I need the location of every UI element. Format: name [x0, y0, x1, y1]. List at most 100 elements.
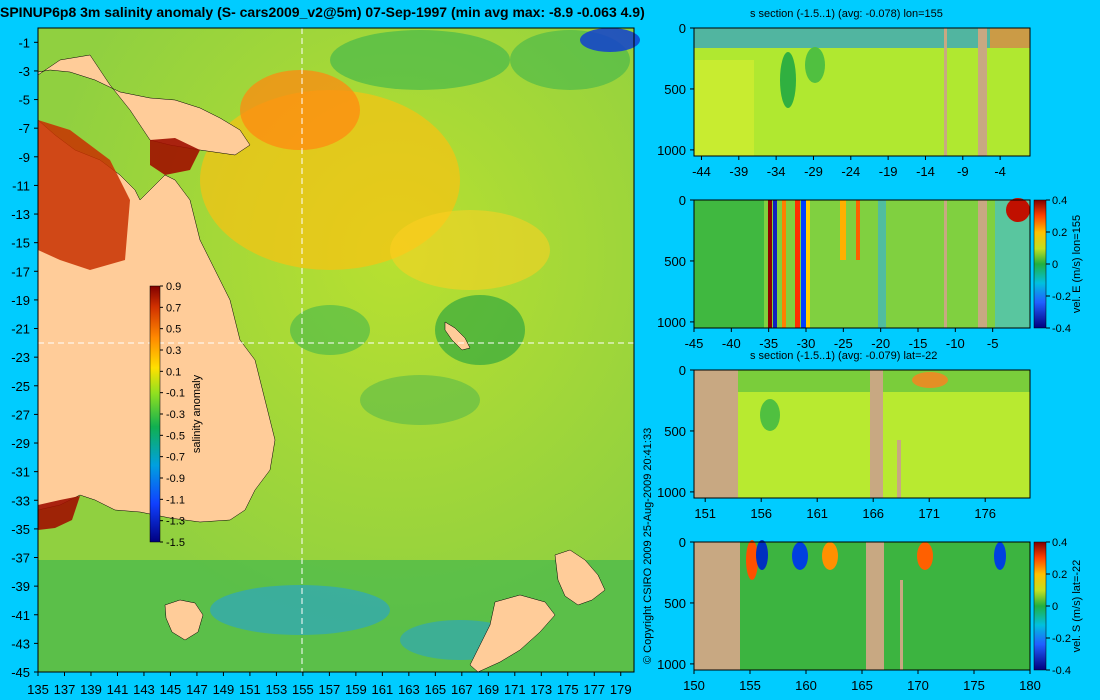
x-tick-label: -25: [834, 336, 853, 351]
vel-east-colorbar-label: vel. E (m/s) lon=155: [1071, 215, 1083, 313]
y-tick-label: -5: [18, 93, 30, 108]
velocity-stripe: [878, 200, 886, 328]
y-tick-label: -41: [11, 608, 30, 623]
panel-land: [694, 542, 740, 670]
panel-land: [866, 542, 884, 670]
x-tick-label: -45: [685, 336, 704, 351]
y-tick-label: -39: [11, 579, 30, 594]
y-tick-label: 0: [679, 363, 686, 378]
x-tick-label: -5: [987, 336, 999, 351]
colorbar-tick-label: -1.1: [166, 494, 185, 506]
x-tick-label: -39: [729, 164, 748, 179]
y-tick-label: -13: [11, 207, 30, 222]
anomaly-blob: [917, 542, 933, 570]
x-tick-label: 167: [451, 682, 473, 697]
x-tick-label: 160: [795, 678, 817, 693]
section-panel-vel-east: [693, 198, 1047, 329]
velocity-stripe: [840, 200, 846, 260]
x-tick-label: 153: [266, 682, 288, 697]
colorbar-tick-label: -0.4: [1052, 323, 1071, 335]
x-tick-label: -24: [841, 164, 860, 179]
x-tick-label: 139: [80, 682, 102, 697]
colorbar-tick-label: -0.7: [166, 452, 185, 464]
x-tick-label: -10: [946, 336, 965, 351]
x-tick-label: -14: [916, 164, 935, 179]
y-tick-label: -35: [11, 522, 30, 537]
panel-land: [944, 28, 947, 156]
anomaly-blob: [580, 28, 640, 52]
vel-south-colorbar-label: vel. S (m/s) lat=-22: [1071, 560, 1083, 653]
x-tick-label: 157: [319, 682, 341, 697]
colorbar-tick-label: -1.5: [166, 537, 185, 549]
y-tick-label: 500: [664, 82, 686, 97]
x-tick-label: 141: [107, 682, 129, 697]
velocity-stripe: [768, 200, 772, 328]
section-title-lat: s section (-1.5..1) (avg: -0.079) lat=-2…: [750, 350, 938, 362]
nz-south-land: [469, 594, 556, 673]
velocity-stripe: [801, 200, 806, 328]
y-tick-label: -33: [11, 493, 30, 508]
y-tick-label: -1: [18, 35, 30, 50]
y-tick-label: 500: [664, 596, 686, 611]
x-tick-label: 173: [530, 682, 552, 697]
colorbar-tick-label: -0.4: [1052, 665, 1071, 677]
x-tick-label: -30: [797, 336, 816, 351]
chart-title: SPINUP6p8 3m salinity anomaly (S- cars20…: [0, 4, 645, 20]
x-tick-label: 166: [862, 506, 884, 521]
anomaly-blob: [210, 585, 390, 635]
x-tick-label: 149: [213, 682, 235, 697]
gulf-anomaly: [38, 120, 130, 270]
y-tick-label: -11: [12, 178, 30, 193]
y-tick-label: -37: [11, 551, 30, 566]
velocity-stripe: [773, 200, 777, 328]
y-tick-label: -21: [11, 322, 30, 337]
y-tick-label: -7: [18, 121, 30, 136]
colorbar-tick-label: 0.2: [1052, 569, 1067, 581]
x-tick-label: 177: [583, 682, 605, 697]
anomaly-blob: [792, 542, 808, 570]
anomaly-blob: [994, 542, 1006, 570]
anomaly-blob: [995, 200, 1030, 328]
x-tick-label: 155: [292, 682, 314, 697]
x-tick-label: 135: [27, 682, 49, 697]
x-tick-label: 150: [683, 678, 705, 693]
colorbar-tick-label: 0.3: [166, 345, 181, 357]
colorbar-tick-label: 0.2: [1052, 227, 1067, 239]
panel-field: [694, 60, 754, 156]
colorbar-tick-label: -0.5: [166, 430, 185, 442]
x-tick-label: 165: [424, 682, 446, 697]
y-tick-label: 500: [664, 424, 686, 439]
map-frame: [37, 27, 635, 673]
x-tick-label: 161: [372, 682, 394, 697]
x-tick-label: -35: [759, 336, 778, 351]
x-tick-label: -9: [957, 164, 969, 179]
new-guinea-land: [37, 54, 251, 156]
colorbar-tick-label: 0.4: [1052, 537, 1067, 549]
y-tick-label: -19: [11, 293, 30, 308]
x-tick-label: 159: [345, 682, 367, 697]
y-tick-label: -15: [11, 236, 30, 251]
anomaly-blob: [990, 28, 1030, 48]
x-tick-label: 151: [239, 682, 261, 697]
x-tick-label: 170: [907, 678, 929, 693]
x-tick-label: 171: [504, 682, 526, 697]
section-panel-vel-south: [693, 540, 1047, 671]
y-tick-label: 0: [679, 21, 686, 36]
anomaly-blob: [760, 399, 780, 431]
anomaly-blob: [435, 295, 525, 365]
y-tick-label: -23: [11, 350, 30, 365]
x-tick-label: -19: [879, 164, 898, 179]
anomaly-blob: [756, 540, 768, 570]
section-panel-salinity-lat: [693, 369, 1031, 499]
section-panel-salinity-lon: [693, 27, 1031, 157]
x-tick-label: 180: [1019, 678, 1041, 693]
anomaly-blob: [1006, 198, 1030, 222]
anomaly-blob: [38, 496, 80, 530]
y-tick-label: -45: [11, 665, 30, 680]
x-tick-label: 165: [851, 678, 873, 693]
nz-north-land: [554, 549, 606, 606]
panel-land: [978, 200, 987, 328]
x-tick-label: 163: [398, 682, 420, 697]
salinity-colorbar: 0.9 0.7 0.5 0.3 0.1 -0.1 -0.3 -0.5 -0.7 -0.9 -1.1 -…: [149, 281, 203, 549]
